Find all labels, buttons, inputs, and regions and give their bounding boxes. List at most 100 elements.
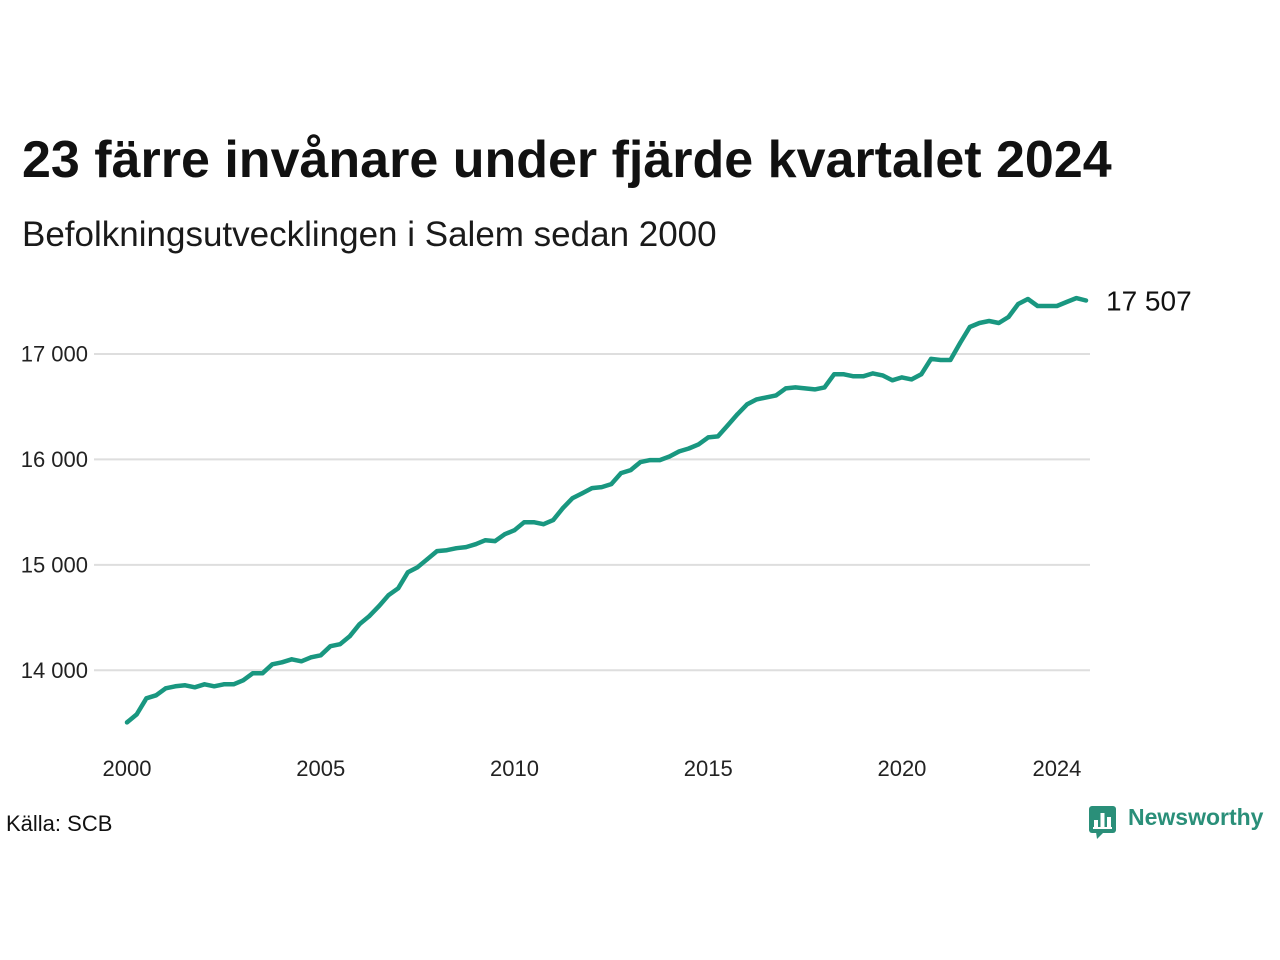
data-point: [299, 659, 304, 664]
data-point: [851, 374, 856, 379]
data-point: [745, 402, 749, 407]
y-tick-label: 14 000: [21, 658, 88, 683]
data-point: [241, 678, 246, 683]
data-point: [454, 546, 459, 551]
data-point: [502, 532, 507, 537]
data-point: [163, 686, 168, 691]
data-point: [832, 372, 837, 377]
x-tick-label: 2010: [490, 756, 539, 781]
series-line: [124, 295, 1089, 725]
data-point: [464, 545, 468, 550]
data-point: [987, 319, 992, 323]
data-point: [1016, 302, 1021, 306]
data-point: [270, 662, 275, 667]
data-point: [367, 614, 372, 619]
data-point: [909, 377, 914, 382]
chart-title: 23 färre invånare under fjärde kvartalet…: [22, 131, 1112, 189]
data-labels: 17 507: [1106, 285, 1192, 316]
data-point: [1025, 297, 1030, 301]
data-point: [541, 522, 546, 527]
y-tick-label: 15 000: [21, 553, 88, 578]
data-point: [221, 682, 226, 687]
data-point: [861, 374, 866, 379]
x-tick-label: 2000: [103, 756, 152, 781]
data-point: [1006, 315, 1011, 319]
data-point: [764, 395, 769, 400]
y-tick-label: 17 000: [21, 342, 88, 367]
data-point: [1064, 300, 1069, 304]
data-point: [657, 458, 662, 463]
data-point: [677, 449, 682, 454]
source-note: Källa: SCB: [6, 811, 113, 836]
data-point: [493, 539, 498, 544]
data-point: [512, 528, 517, 533]
newsworthy-logo-text: Newsworthy: [1128, 804, 1264, 830]
data-point: [357, 622, 362, 627]
x-tick-label: 2005: [296, 756, 345, 781]
data-point: [1084, 298, 1088, 303]
data-point: [473, 542, 478, 547]
data-point: [338, 642, 343, 647]
x-axis: 2000 2005 2010 2015 2020 2024: [103, 756, 1082, 781]
data-point: [599, 485, 604, 490]
data-point: [309, 655, 314, 660]
chart-subtitle: Befolkningsutvecklingen i Salem sedan 20…: [22, 215, 717, 254]
data-point: [202, 682, 207, 687]
data-point: [706, 435, 711, 440]
data-point: [396, 586, 401, 591]
data-point: [1074, 296, 1079, 301]
data-point: [638, 460, 643, 465]
x-tick-label: 2024: [1032, 756, 1081, 781]
data-point: [376, 604, 381, 609]
data-point: [812, 387, 817, 392]
data-point: [415, 565, 420, 570]
data-point: [667, 454, 672, 459]
data-point: [522, 520, 527, 525]
newsworthy-logo-icon: [1089, 806, 1116, 839]
x-tick-label: 2020: [877, 756, 926, 781]
data-point: [822, 385, 827, 390]
data-point: [289, 657, 294, 662]
data-point: [696, 442, 701, 447]
data-point: [1035, 304, 1040, 308]
data-point: [347, 634, 352, 639]
data-point: [154, 693, 159, 698]
data-point: [899, 375, 904, 380]
data-point: [628, 468, 633, 473]
data-point: [144, 696, 149, 701]
data-point: [483, 538, 488, 543]
data-point: [958, 341, 963, 345]
data-point: [977, 321, 982, 325]
data-point: [318, 653, 323, 658]
data-point: [405, 570, 410, 575]
data-point: [444, 548, 449, 553]
data-point: [783, 386, 788, 391]
data-point: [793, 385, 798, 390]
data-point: [1054, 304, 1059, 308]
data-point: [386, 593, 391, 598]
data-point: [841, 372, 846, 377]
data-point: [948, 358, 953, 362]
data-point: [328, 644, 333, 649]
data-point: [173, 684, 178, 689]
data-point: [231, 682, 236, 687]
data-point: [774, 393, 778, 398]
series: [124, 295, 1089, 725]
data-point: [570, 496, 575, 501]
data-point: [870, 371, 875, 376]
data-point: [919, 372, 924, 377]
data-point: [803, 386, 808, 391]
data-point: [183, 683, 188, 688]
y-axis: 14 000 15 000 16 000 17 000: [21, 342, 88, 683]
data-point: [686, 446, 691, 451]
data-point: [125, 720, 129, 725]
x-tick-label: 2015: [684, 756, 733, 781]
data-point: [938, 358, 943, 362]
data-point: [735, 412, 740, 417]
data-point: [560, 506, 565, 511]
data-point: [890, 378, 895, 383]
data-point: [619, 471, 623, 476]
data-point: [929, 356, 933, 361]
gridlines: [94, 352, 1090, 672]
